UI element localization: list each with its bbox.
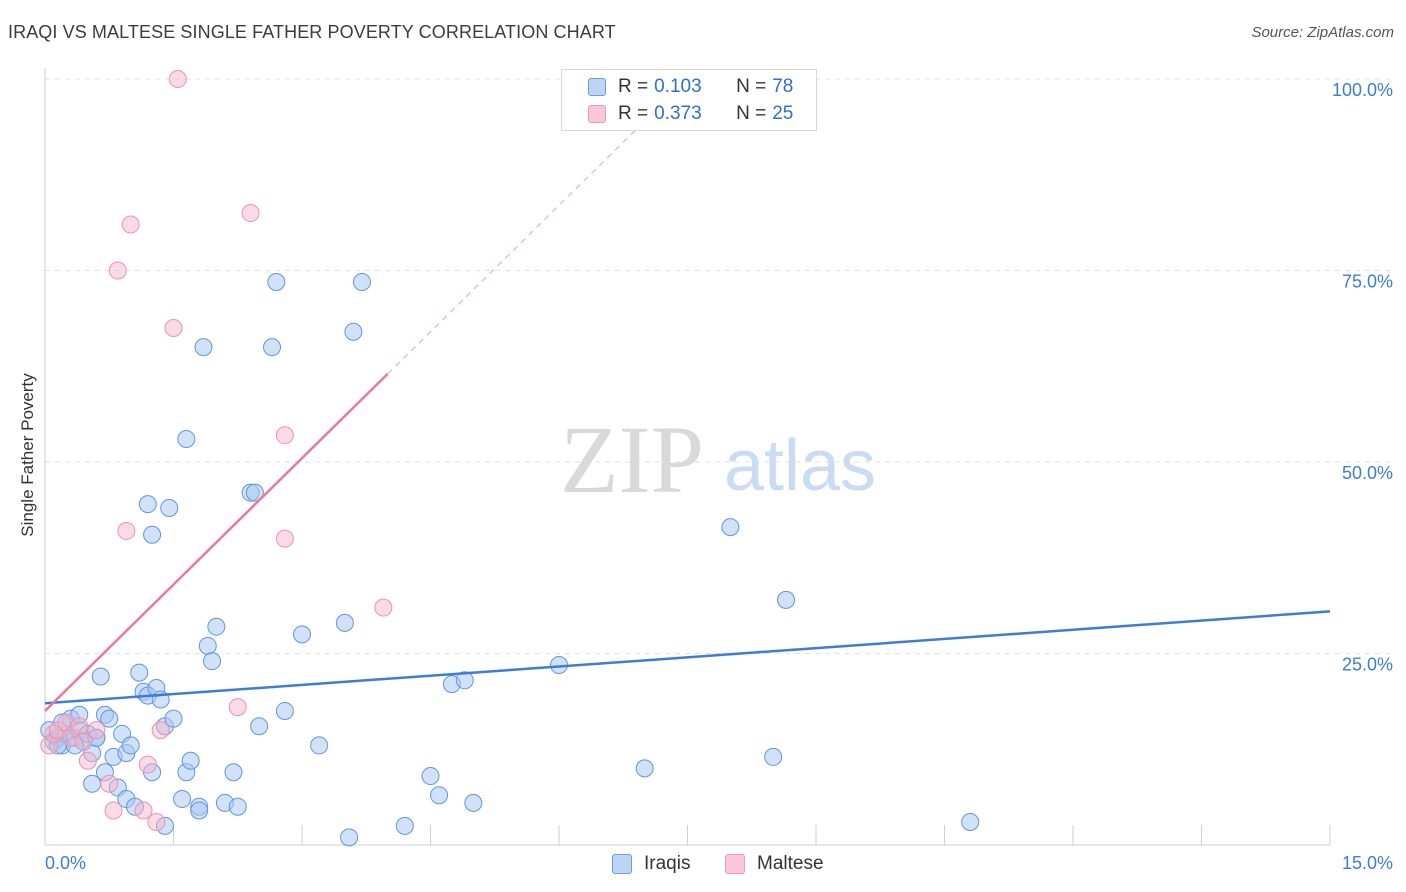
y-tick-label: 25.0% (1342, 655, 1393, 675)
x-tick-label: 0.0% (45, 853, 86, 873)
watermark-zip: ZIP (560, 406, 704, 513)
data-point-iraqis (224, 763, 243, 782)
data-point-maltese (78, 751, 97, 770)
bottom-legend-swatch-maltese (725, 854, 745, 874)
data-point-iraqis (455, 671, 474, 690)
data-point-iraqis (198, 636, 217, 655)
data-point-iraqis (275, 701, 294, 720)
data-point-maltese (151, 721, 170, 740)
data-point-iraqis (173, 790, 192, 809)
data-point-iraqis (130, 663, 149, 682)
bottom-legend-iraqis: Iraqis (612, 851, 690, 877)
legend-swatch-iraqis (588, 78, 606, 96)
trend-line-maltese-extension (387, 78, 688, 375)
data-point-maltese (275, 426, 294, 445)
trend-line-iraqis (44, 610, 1331, 705)
data-point-iraqis (777, 590, 796, 609)
data-point-maltese (87, 721, 106, 740)
data-point-maltese (374, 598, 393, 617)
data-point-maltese (117, 521, 136, 540)
watermark-atlas: atlas (724, 426, 876, 506)
y-tick-label: 50.0% (1342, 463, 1393, 483)
data-point-iraqis (160, 498, 179, 517)
data-point-iraqis (335, 613, 354, 632)
tick-labels: 25.0% 50.0% 75.0% 100.0% 0.0% 15.0% (45, 80, 1393, 873)
data-point-maltese (228, 698, 247, 717)
data-point-maltese (70, 717, 89, 736)
trend-lines (44, 78, 1331, 712)
data-point-iraqis (464, 793, 483, 812)
data-point-iraqis (961, 813, 980, 832)
legend-r-label: R = (618, 76, 649, 97)
data-point-iraqis (138, 495, 157, 514)
data-point-iraqis (100, 709, 119, 728)
data-point-iraqis (395, 816, 414, 835)
data-point-iraqis (267, 272, 286, 291)
grid-lines (45, 78, 1392, 654)
data-point-iraqis (245, 483, 264, 502)
data-point-iraqis (344, 322, 363, 341)
iraqis-points (40, 272, 980, 847)
legend-swatch-maltese (588, 105, 606, 123)
axes (44, 68, 1331, 846)
legend-n-value: 25 (772, 103, 794, 124)
data-point-iraqis (190, 801, 209, 820)
legend-r-value: 0.373 (654, 103, 702, 124)
data-point-iraqis (250, 717, 269, 736)
data-point-iraqis (310, 736, 329, 755)
data-point-maltese (138, 755, 157, 774)
chart-title: IRAQI VS MALTESE SINGLE FATHER POVERTY C… (8, 22, 616, 42)
data-point-maltese (108, 261, 127, 280)
data-point-iraqis (352, 272, 371, 291)
data-point-iraqis (228, 797, 247, 816)
data-point-iraqis (181, 751, 200, 770)
data-point-maltese (164, 318, 183, 337)
data-point-iraqis (721, 518, 740, 537)
data-point-iraqis (635, 759, 654, 778)
data-point-maltese (275, 529, 294, 548)
legend-box: R = 0.103 N = 78 R = 0.373 N = 25 (561, 69, 817, 131)
data-point-iraqis (203, 652, 222, 671)
legend-row-iraqis: R = 0.103 N = 78 (588, 75, 793, 99)
bottom-legend-label-iraqis: Iraqis (644, 853, 691, 874)
y-tick-label: 100.0% (1332, 80, 1393, 100)
y-tick-label: 75.0% (1342, 272, 1393, 292)
legend-r-value: 0.103 (654, 76, 702, 97)
maltese-points (40, 70, 393, 832)
watermark: ZIP atlas (560, 406, 876, 513)
data-point-maltese (74, 732, 93, 751)
data-point-maltese (147, 813, 166, 832)
data-point-maltese (241, 204, 260, 223)
source-label: Source: ZipAtlas.com (1251, 24, 1394, 41)
data-point-iraqis (340, 828, 359, 847)
bottom-legend-swatch-iraqis (612, 854, 632, 874)
legend-n-value: 78 (772, 76, 794, 97)
legend-r-label: R = (618, 103, 649, 124)
data-point-iraqis (430, 786, 449, 805)
data-point-maltese (104, 801, 123, 820)
data-point-iraqis (164, 709, 183, 728)
legend-n-label: N = (736, 76, 767, 97)
data-point-iraqis (143, 525, 162, 544)
x-tick-label: 15.0% (1342, 853, 1393, 873)
data-point-iraqis (764, 747, 783, 766)
data-point-maltese (100, 774, 119, 793)
legend-n-label: N = (736, 103, 767, 124)
data-point-iraqis (293, 625, 311, 644)
bottom-legend-label-maltese: Maltese (757, 853, 824, 874)
bottom-legend-maltese: Maltese (725, 851, 824, 877)
legend-row-maltese: R = 0.373 N = 25 (588, 102, 793, 126)
trend-line-maltese (44, 373, 389, 712)
data-point-iraqis (263, 338, 282, 357)
data-point-iraqis (121, 736, 140, 755)
data-point-maltese (168, 70, 187, 88)
data-point-iraqis (91, 667, 110, 686)
data-point-iraqis (421, 767, 440, 786)
data-point-iraqis (177, 430, 196, 449)
data-point-maltese (121, 215, 140, 234)
data-point-iraqis (194, 338, 213, 357)
data-point-iraqis (207, 617, 226, 636)
data-point-maltese (134, 801, 153, 820)
